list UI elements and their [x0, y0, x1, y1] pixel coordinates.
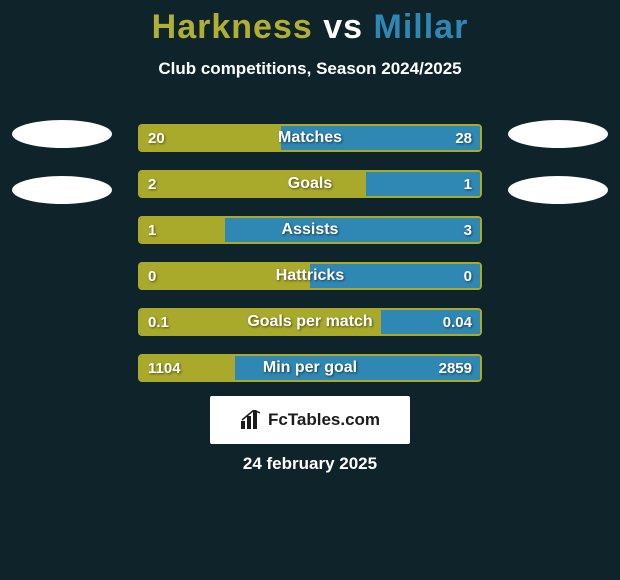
stat-fill-right: [310, 264, 480, 288]
stat-fill-right: [281, 126, 480, 150]
right-badge-2: [508, 176, 608, 204]
right-badge-1: [508, 120, 608, 148]
stat-value-left: 0: [148, 264, 156, 288]
source-logo: FcTables.com: [210, 396, 410, 444]
left-badge-1: [12, 120, 112, 148]
logo-text: FcTables.com: [268, 410, 380, 430]
stat-value-right: 2859: [439, 356, 472, 380]
stat-value-left: 2: [148, 172, 156, 196]
stat-row: 11042859Min per goal: [138, 354, 482, 382]
date-label: 24 february 2025: [0, 454, 620, 474]
comparison-card: Harkness vs Millar Club competitions, Se…: [0, 0, 620, 580]
left-badge-2: [12, 176, 112, 204]
left-badges: [12, 120, 112, 204]
stat-value-right: 28: [455, 126, 472, 150]
page-title: Harkness vs Millar: [0, 8, 620, 47]
stat-value-right: 3: [464, 218, 472, 242]
stat-row: 13Assists: [138, 216, 482, 244]
stat-value-right: 0.04: [443, 310, 472, 334]
subtitle: Club competitions, Season 2024/2025: [0, 59, 620, 79]
title-player-right: Millar: [374, 8, 469, 46]
stat-row: 21Goals: [138, 170, 482, 198]
stat-row: 2028Matches: [138, 124, 482, 152]
stat-value-right: 0: [464, 264, 472, 288]
title-player-left: Harkness: [152, 8, 313, 46]
stat-rows: 2028Matches21Goals13Assists00Hattricks0.…: [138, 124, 482, 382]
stat-fill-left: [140, 310, 381, 334]
stat-row: 0.10.04Goals per match: [138, 308, 482, 336]
stat-value-left: 20: [148, 126, 165, 150]
chart-icon: [240, 410, 262, 430]
stat-value-left: 1: [148, 218, 156, 242]
right-badges: [508, 120, 608, 204]
stat-value-left: 0.1: [148, 310, 169, 334]
title-vs: vs: [323, 8, 363, 46]
stat-fill-left: [140, 264, 310, 288]
stat-fill-right: [225, 218, 480, 242]
stat-fill-left: [140, 172, 366, 196]
stat-value-right: 1: [464, 172, 472, 196]
stat-row: 00Hattricks: [138, 262, 482, 290]
stat-value-left: 1104: [148, 356, 181, 380]
